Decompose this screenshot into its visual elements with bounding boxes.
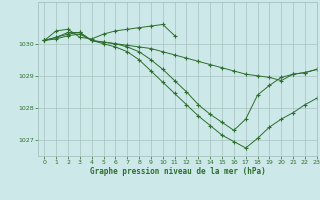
X-axis label: Graphe pression niveau de la mer (hPa): Graphe pression niveau de la mer (hPa) (90, 167, 266, 176)
